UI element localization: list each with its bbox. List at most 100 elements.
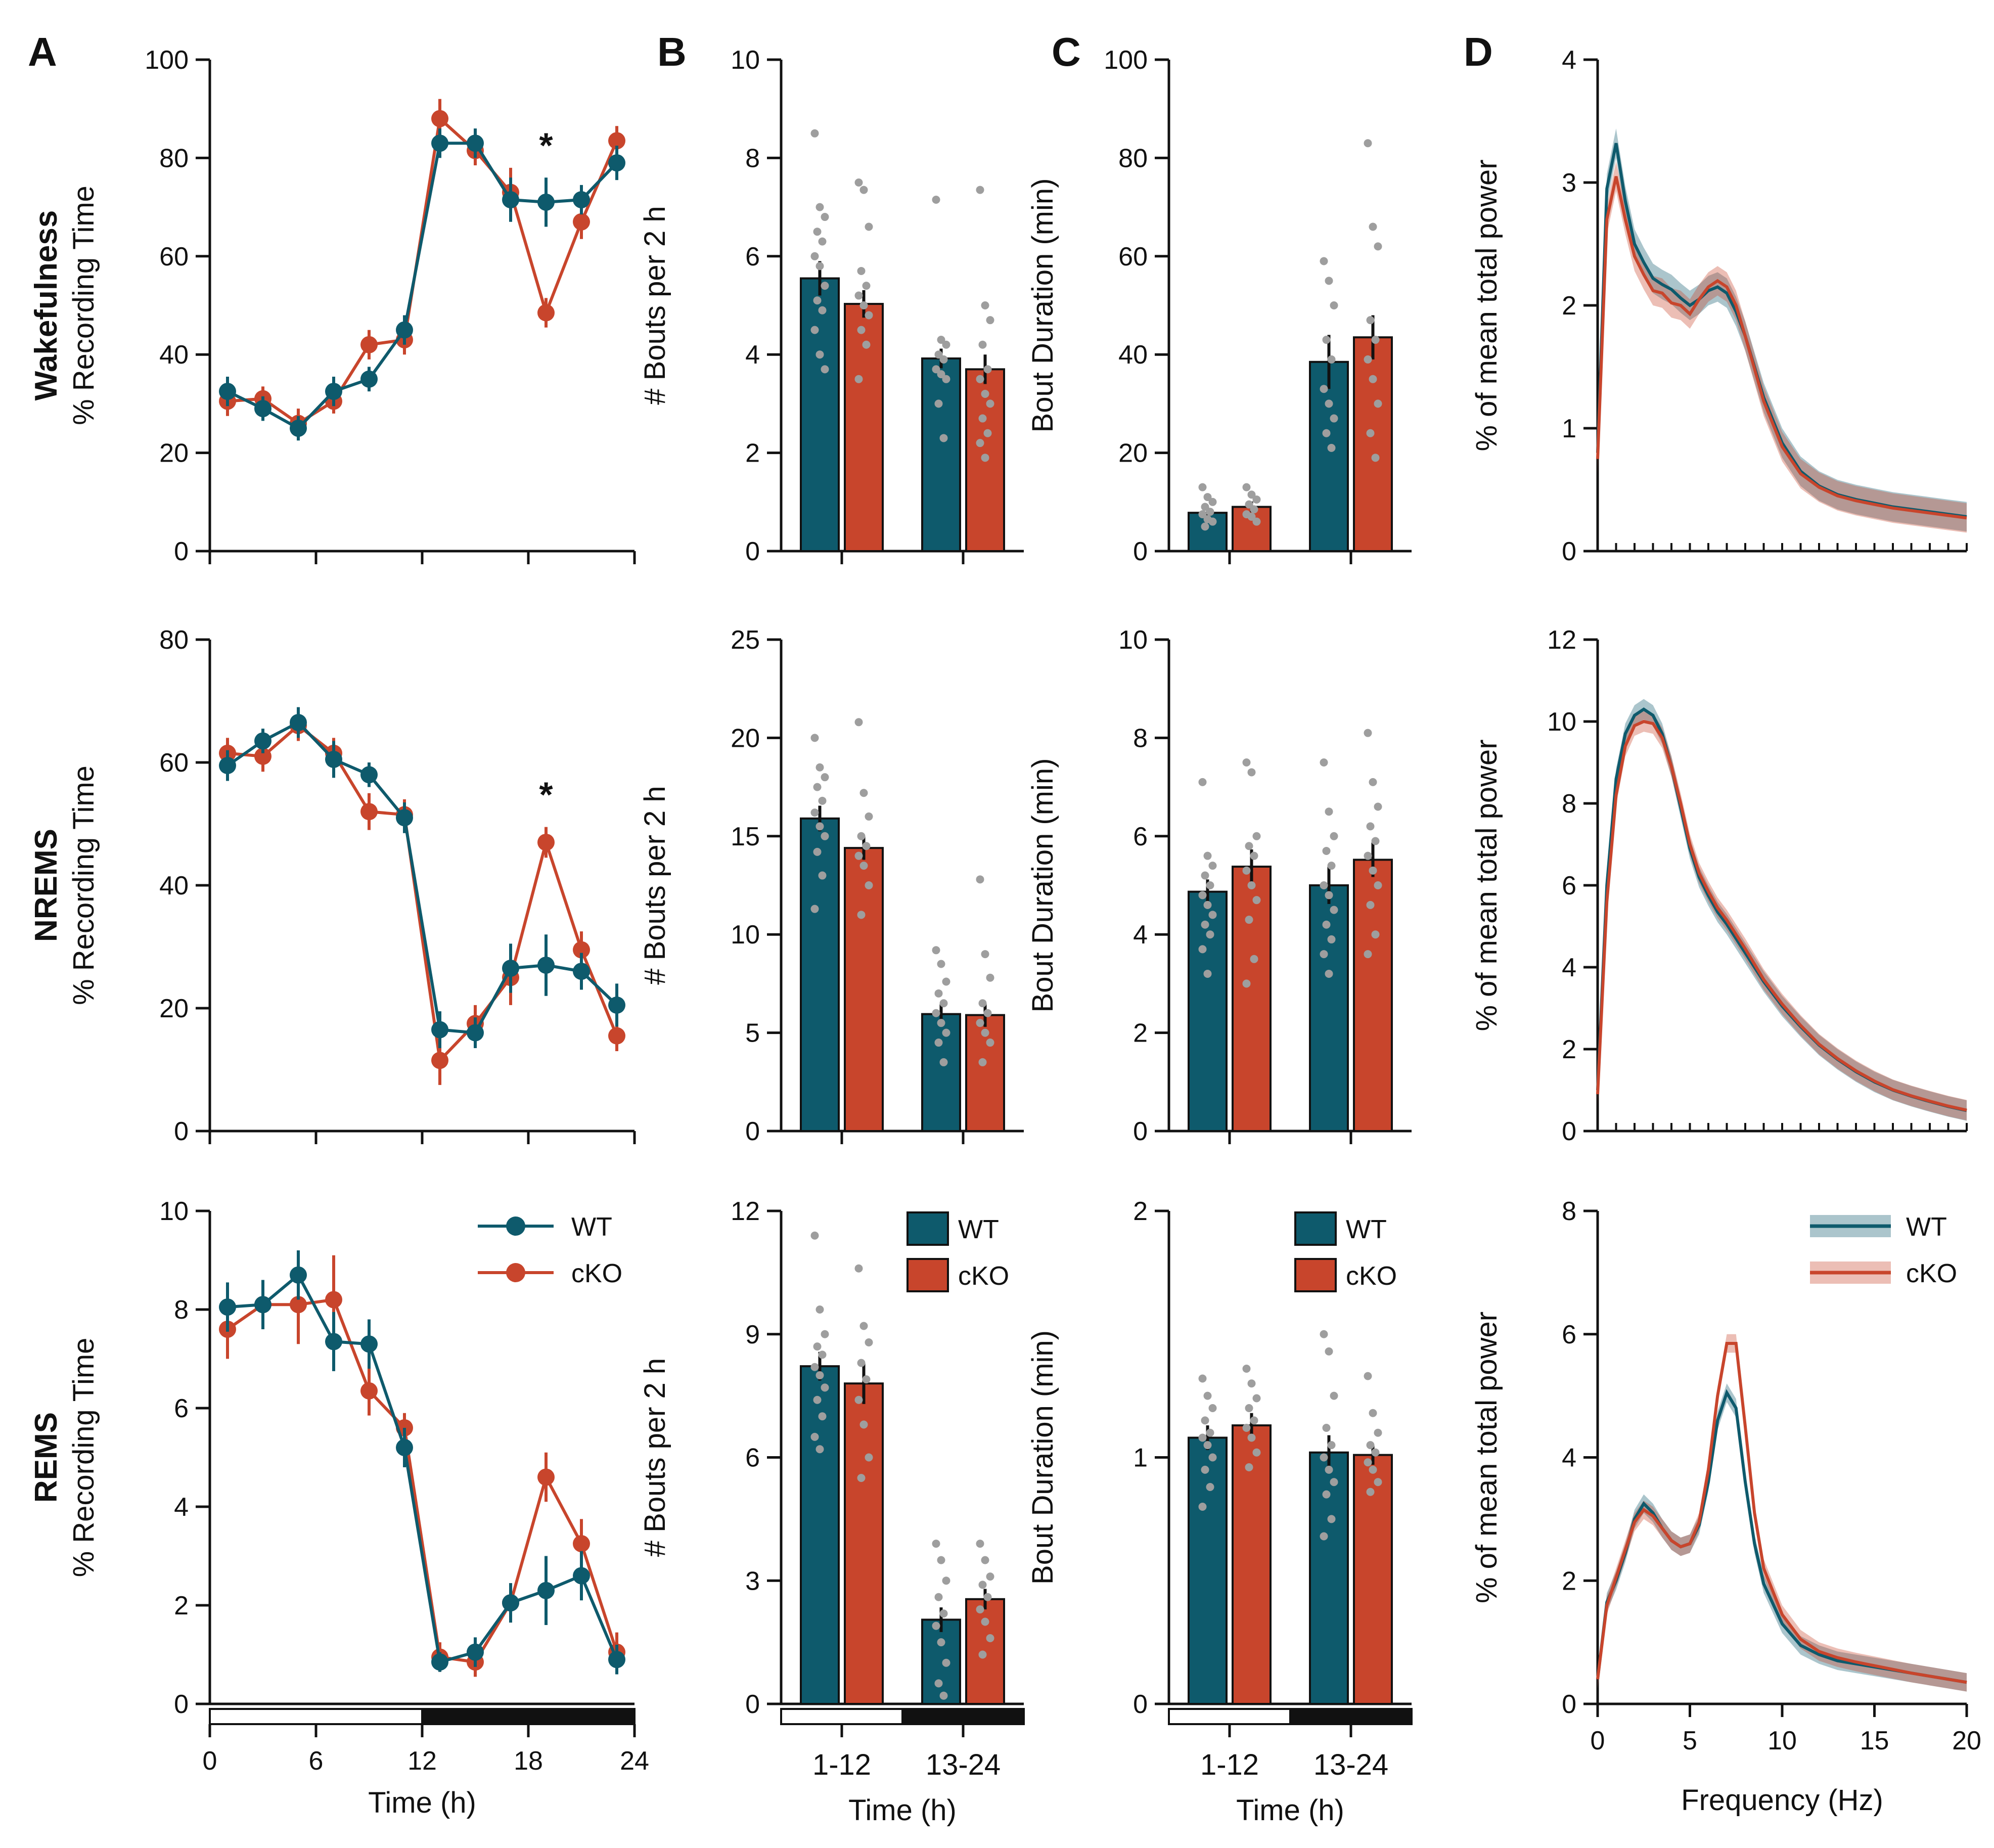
- individual-point: [981, 454, 989, 462]
- individual-point: [815, 350, 824, 359]
- individual-point: [1206, 930, 1214, 939]
- individual-point: [934, 399, 943, 408]
- individual-point: [1374, 399, 1382, 408]
- y-axis-label: % of mean total power: [1470, 159, 1503, 451]
- individual-point: [1208, 911, 1217, 919]
- individual-point: [1208, 1404, 1217, 1412]
- individual-point: [810, 326, 819, 334]
- individual-point: [1242, 866, 1251, 875]
- individual-point: [810, 129, 819, 138]
- individual-point: [1364, 950, 1372, 959]
- individual-point: [818, 871, 827, 880]
- data-point-wt: [467, 1643, 484, 1661]
- individual-point: [865, 222, 873, 231]
- bar-cko: [1353, 859, 1393, 1133]
- individual-point: [939, 434, 948, 442]
- y-tick-label: 80: [1118, 144, 1148, 173]
- individual-point: [934, 350, 943, 359]
- data-point-wt: [290, 714, 307, 732]
- individual-point: [1252, 495, 1261, 504]
- dark-phase-bar: [901, 1708, 1025, 1725]
- individual-point: [1322, 846, 1331, 855]
- individual-point: [1252, 1394, 1261, 1403]
- individual-point: [1242, 1365, 1251, 1373]
- y-tick-label: 2: [745, 439, 760, 468]
- data-point-wt: [290, 420, 307, 437]
- y-tick-label: 5: [745, 1019, 760, 1048]
- individual-point: [1320, 881, 1328, 889]
- individual-point: [1327, 443, 1336, 452]
- individual-point: [1206, 881, 1214, 889]
- y-tick-label: 2: [1133, 1197, 1148, 1226]
- chart-a2: 0 20 40 60 80 * % Recording Time: [67, 625, 636, 1146]
- y-tick-label: 4: [1133, 920, 1148, 950]
- individual-point: [854, 178, 863, 187]
- individual-point: [1247, 490, 1256, 499]
- x-tick-label: 20: [1952, 1726, 1981, 1755]
- individual-point: [859, 1420, 868, 1429]
- individual-point: [854, 291, 863, 300]
- data-point-wt: [325, 383, 342, 400]
- y-tick-label: 10: [1547, 707, 1576, 737]
- individual-point: [937, 1019, 945, 1027]
- series-line-cko: [227, 115, 618, 425]
- y-tick-label: 10: [731, 46, 760, 75]
- individual-point: [813, 1342, 822, 1351]
- individual-point: [939, 1609, 948, 1618]
- individual-point: [1366, 1488, 1375, 1496]
- individual-point: [1330, 301, 1338, 309]
- individual-point: [978, 414, 987, 423]
- series-line-cko: [1596, 1342, 1967, 1684]
- individual-point: [983, 1009, 992, 1017]
- legend-label-wt: WT: [571, 1212, 612, 1242]
- y-tick-label: 8: [174, 1295, 189, 1325]
- y-tick-label: 25: [731, 625, 760, 655]
- row-label-wakefulness: Wakefulness: [29, 210, 64, 401]
- legend-swatch-cko: [907, 1258, 949, 1292]
- individual-point: [978, 999, 987, 1008]
- y-tick-label: 0: [174, 537, 189, 566]
- bar-cko: [844, 1382, 884, 1705]
- individual-point: [1320, 758, 1328, 767]
- individual-point: [1322, 429, 1331, 437]
- individual-point: [1250, 1416, 1258, 1425]
- individual-point: [1208, 1453, 1217, 1462]
- sem-band-cko: [1598, 1334, 1967, 1692]
- individual-point: [813, 847, 822, 856]
- individual-point: [978, 1581, 987, 1589]
- data-point-cko: [360, 336, 378, 353]
- individual-point: [1201, 503, 1209, 511]
- y-tick-label: 8: [745, 144, 760, 173]
- individual-point: [942, 1576, 950, 1585]
- individual-point: [1369, 1409, 1377, 1417]
- legend-swatch-wt: [1294, 1211, 1337, 1246]
- individual-point: [1366, 429, 1375, 437]
- individual-point: [865, 812, 873, 821]
- chart-d2: 0 2 4 6 8 10 12 % of mean total power: [1470, 625, 1968, 1146]
- individual-point: [939, 355, 948, 364]
- data-point-wt: [254, 400, 271, 418]
- significance-star: *: [539, 775, 553, 815]
- x-tick-label: 5: [1683, 1726, 1697, 1755]
- individual-point: [1198, 891, 1207, 899]
- series-line-wt: [1596, 707, 1967, 1112]
- individual-point: [1320, 1532, 1328, 1541]
- individual-point: [1330, 1391, 1338, 1400]
- individual-point: [1242, 979, 1251, 988]
- individual-point: [815, 763, 824, 772]
- individual-point: [1366, 1441, 1375, 1450]
- bar-cko: [1232, 866, 1272, 1132]
- individual-point: [1322, 920, 1331, 929]
- individual-point: [1247, 881, 1256, 889]
- y-tick-label: 3: [1562, 168, 1576, 198]
- individual-point: [976, 1019, 984, 1027]
- individual-point: [1320, 385, 1328, 393]
- individual-point: [1198, 945, 1207, 954]
- individual-point: [1198, 510, 1207, 519]
- individual-point: [813, 228, 822, 236]
- individual-point: [1242, 483, 1251, 491]
- individual-point: [1250, 505, 1258, 514]
- data-point-wt: [608, 996, 625, 1014]
- data-point-cko: [573, 941, 590, 959]
